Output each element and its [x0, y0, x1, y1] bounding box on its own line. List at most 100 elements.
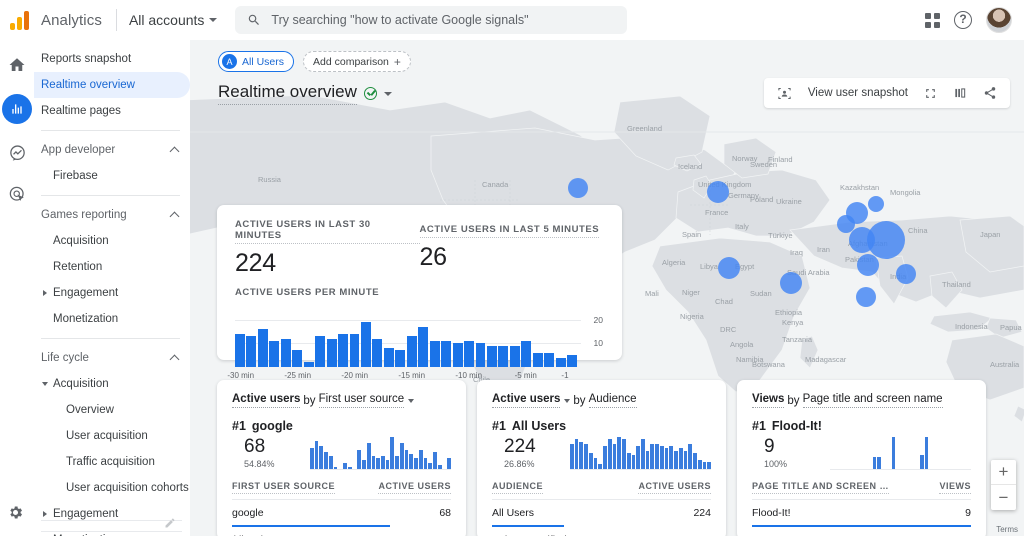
view-user-snapshot-button[interactable]: View user snapshot: [807, 87, 908, 99]
map-user-bubble[interactable]: [896, 264, 916, 284]
nav-item-firebase[interactable]: Firebase: [34, 163, 190, 189]
nav-item-engagement[interactable]: Engagement: [34, 501, 190, 527]
table-row[interactable]: Flood-It! 9: [752, 500, 971, 527]
nav-item-realtime-overview[interactable]: Realtime overview: [34, 72, 190, 98]
table-header-metric[interactable]: VIEWS: [939, 481, 971, 494]
chevron-up-icon[interactable]: [169, 354, 180, 365]
map-user-bubble[interactable]: [707, 181, 729, 203]
nav-item-realtime-pages[interactable]: Realtime pages: [34, 98, 190, 124]
card-title-dimension[interactable]: Page title and screen name: [802, 393, 943, 408]
sparkline-bar: [437, 464, 442, 469]
map-user-bubble[interactable]: [868, 196, 884, 212]
row-value: 224: [693, 534, 711, 536]
table-header-dimension[interactable]: PAGE TITLE AND SCREEN …: [752, 481, 890, 494]
sparkline-bar: [683, 450, 688, 469]
map-user-bubble[interactable]: [718, 257, 740, 279]
all-users-chip[interactable]: A All Users: [218, 51, 295, 72]
apps-grid-icon[interactable]: [925, 12, 940, 28]
card-value: 224: [504, 436, 536, 457]
nav-item-life-cycle[interactable]: Life cycle: [34, 345, 190, 371]
row-label: (direct): [232, 534, 265, 536]
comparison-chips: A All Users Add comparison +: [218, 51, 411, 72]
sparkline-bar: [584, 443, 588, 469]
sparkline-bar: [702, 462, 707, 469]
edit-pencil-icon[interactable]: [164, 516, 176, 534]
terms-link[interactable]: Terms: [996, 525, 1018, 534]
chevron-up-icon[interactable]: [169, 146, 180, 157]
nav-item-acquisition[interactable]: Acquisition: [34, 371, 190, 397]
card-title-metric[interactable]: Active users: [232, 393, 301, 408]
nav-item-user-acquisition[interactable]: User acquisition: [34, 423, 190, 449]
avatar[interactable]: [986, 7, 1012, 33]
map-zoom-out-button[interactable]: −: [998, 487, 1009, 507]
nav-item-user-acquisition-cohorts[interactable]: User acquisition cohorts: [34, 475, 190, 501]
help-icon[interactable]: ?: [954, 11, 972, 29]
nav-item-label: Traffic acquisition: [66, 456, 155, 468]
chart-x-tick: -25 min: [284, 371, 312, 380]
row-value: 68: [439, 507, 451, 519]
table-row[interactable]: All Users 224: [492, 500, 711, 527]
nav-item-overview[interactable]: Overview: [34, 397, 190, 423]
nav-item-acquisition[interactable]: Acquisition: [34, 228, 190, 254]
compare-bars-icon[interactable]: [953, 86, 967, 100]
card-title-metric[interactable]: Active users: [492, 393, 561, 408]
chevron-up-icon[interactable]: [169, 211, 180, 222]
sparkline-bar: [574, 439, 579, 469]
card-title-metric[interactable]: Views: [752, 393, 785, 408]
table-header-dimension[interactable]: FIRST USER SOURCE: [232, 481, 336, 494]
reports-icon[interactable]: [2, 94, 32, 124]
chart-bar: [509, 345, 520, 367]
table-header-metric[interactable]: ACTIVE USERS: [378, 481, 451, 494]
table-row[interactable]: 7-day unnotified users 224: [492, 527, 711, 536]
card-title-dimension[interactable]: Audience: [588, 393, 637, 408]
advertising-icon[interactable]: [5, 182, 29, 206]
explore-icon[interactable]: [5, 141, 29, 165]
nav-item-games-reporting[interactable]: Games reporting: [34, 202, 190, 228]
sparkline-bar: [924, 437, 929, 469]
search-input[interactable]: Try searching "how to activate Google si…: [235, 6, 628, 34]
person-snapshot-icon[interactable]: [777, 86, 792, 101]
nav-item-monetization[interactable]: Monetization: [34, 527, 190, 536]
table-header-dimension[interactable]: AUDIENCE: [492, 481, 544, 494]
sparkline-bar: [872, 456, 877, 469]
sparkline-bar: [324, 451, 328, 469]
nav-item-app-developer[interactable]: App developer: [34, 137, 190, 163]
map-user-bubble[interactable]: [856, 287, 876, 307]
add-comparison-chip[interactable]: Add comparison +: [303, 51, 411, 72]
map-label: Tanzania: [782, 335, 813, 344]
card-title-dimension[interactable]: First user source: [318, 393, 405, 408]
sparkline-bar: [343, 462, 347, 469]
table-header-metric[interactable]: ACTIVE USERS: [638, 481, 711, 494]
map-user-bubble[interactable]: [568, 178, 588, 198]
fullscreen-icon[interactable]: [924, 87, 937, 100]
chart-x-tick: -15 min: [398, 371, 426, 380]
map-user-bubble[interactable]: [857, 254, 879, 276]
gear-icon[interactable]: [7, 504, 24, 526]
nav-item-traffic-acquisition[interactable]: Traffic acquisition: [34, 449, 190, 475]
map-label: Iraq: [790, 248, 803, 257]
rank-number: #1: [232, 419, 246, 433]
nav-item-monetization[interactable]: Monetization: [34, 306, 190, 332]
nav-item-engagement[interactable]: Engagement: [34, 280, 190, 306]
account-selector[interactable]: All accounts: [129, 12, 218, 28]
card-big-stat: 68 54.84%: [232, 436, 452, 470]
nav-item-reports-snapshot[interactable]: Reports snapshot: [34, 46, 190, 72]
map-label: Türkiye: [768, 231, 793, 240]
table-row[interactable]: google 68: [232, 500, 451, 527]
home-icon[interactable]: [5, 53, 29, 77]
map-user-bubble[interactable]: [846, 202, 868, 224]
table-row[interactable]: (direct) 51: [232, 527, 451, 536]
map-zoom-in-button[interactable]: +: [991, 460, 1016, 485]
chart-bar: [418, 326, 429, 367]
map-label: Sweden: [750, 160, 778, 169]
chevron-down-icon[interactable]: [408, 398, 415, 403]
rank-number: #1: [752, 419, 766, 433]
nav-item-retention[interactable]: Retention: [34, 254, 190, 280]
chevron-down-icon[interactable]: [564, 398, 571, 403]
share-icon[interactable]: [983, 86, 997, 100]
chevron-down-icon[interactable]: [383, 91, 392, 96]
map-user-bubble[interactable]: [780, 272, 802, 294]
map-user-bubble[interactable]: [867, 221, 905, 259]
plus-icon: +: [393, 54, 401, 69]
map-label: Kenya: [782, 318, 804, 327]
